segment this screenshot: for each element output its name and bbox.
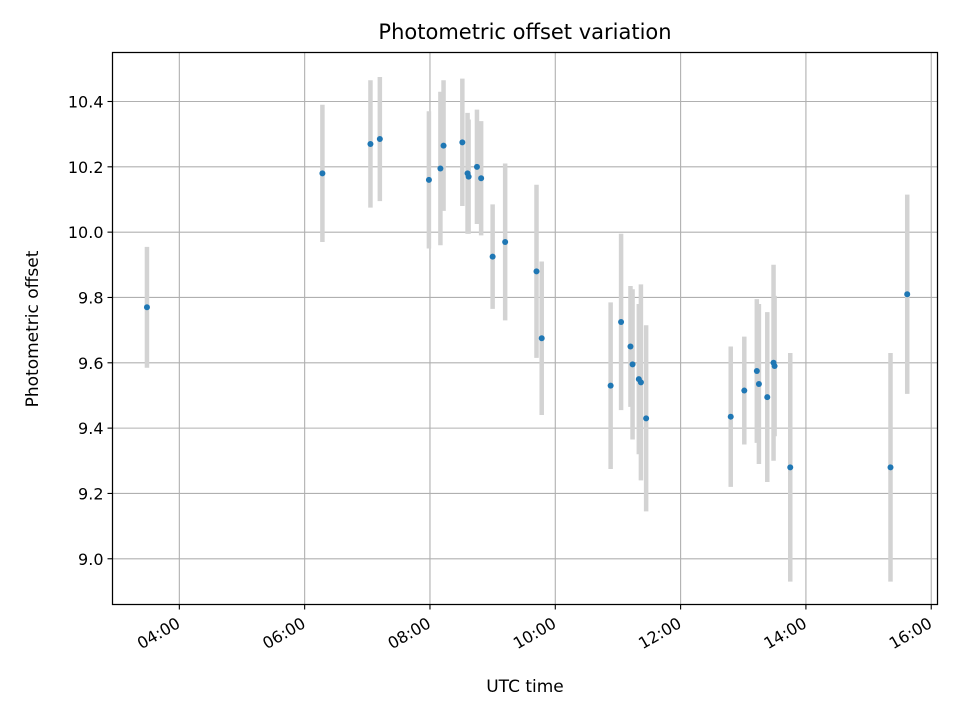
- data-point: [887, 464, 894, 471]
- data-point: [764, 394, 771, 401]
- chart-title: Photometric offset variation: [378, 20, 671, 44]
- data-point: [440, 142, 447, 149]
- data-point: [904, 291, 911, 298]
- data-point: [618, 318, 625, 325]
- data-point: [727, 413, 734, 420]
- y-tick-label: 9.8: [78, 288, 103, 307]
- data-point: [143, 304, 150, 311]
- plot-frame: [111, 51, 939, 606]
- y-tick-label: 10.2: [68, 158, 104, 177]
- data-point: [465, 173, 472, 180]
- y-tick-label: 10.4: [68, 92, 104, 111]
- data-point: [489, 253, 496, 260]
- data-point: [437, 165, 444, 172]
- data-point: [771, 363, 778, 370]
- data-point: [538, 335, 545, 342]
- data-point: [741, 387, 748, 394]
- data-points: [143, 136, 911, 471]
- grid: [112, 52, 938, 605]
- y-tick-label: 10.0: [68, 223, 104, 242]
- data-point: [367, 140, 374, 147]
- data-point: [643, 415, 650, 422]
- x-axis-label: UTC time: [486, 677, 564, 697]
- data-point: [319, 170, 326, 177]
- data-point: [607, 382, 614, 389]
- y-tick-label: 9.2: [78, 484, 103, 503]
- data-point: [376, 136, 383, 143]
- data-point: [629, 361, 636, 368]
- data-point: [755, 381, 762, 388]
- y-axis-label: Photometric offset: [23, 250, 43, 407]
- y-tick-label: 9.0: [78, 550, 103, 569]
- y-axis: 9.0 9.2 9.4 9.6 9.8 10.0 10.2 10.4: [68, 92, 113, 569]
- data-point: [502, 238, 509, 245]
- data-point: [459, 139, 466, 146]
- data-point: [478, 175, 485, 182]
- data-point: [425, 176, 432, 183]
- y-tick-label: 9.6: [78, 354, 103, 373]
- data-point: [473, 163, 480, 170]
- data-point: [533, 268, 540, 275]
- data-point: [637, 379, 644, 386]
- y-tick-label: 9.4: [78, 419, 103, 438]
- data-point: [753, 367, 760, 374]
- data-point: [787, 464, 794, 471]
- data-point: [627, 343, 634, 350]
